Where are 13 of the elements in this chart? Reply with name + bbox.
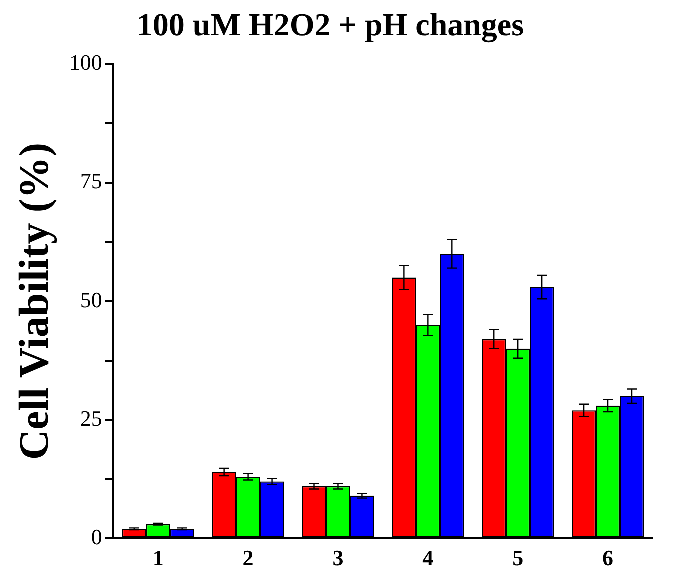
y-tick-label: 0	[91, 524, 102, 550]
x-tick-label: 3	[332, 545, 344, 570]
chart-title: 100 uM H2O2 + pH changes	[136, 6, 524, 44]
x-tick-label: 5	[512, 545, 524, 570]
x-tick-label: 4	[422, 545, 434, 570]
x-tick-label: 1	[152, 545, 164, 570]
y-axis-title: Cell Viability (%)	[12, 142, 58, 460]
x-tick-label: 2	[242, 545, 254, 570]
x-tick-label: 6	[602, 545, 614, 570]
y-tick-label: 50	[80, 287, 102, 312]
y-tick-label: 75	[80, 168, 102, 194]
y-tick-label: 25	[80, 406, 102, 431]
y-tick-label: 100	[69, 50, 102, 76]
